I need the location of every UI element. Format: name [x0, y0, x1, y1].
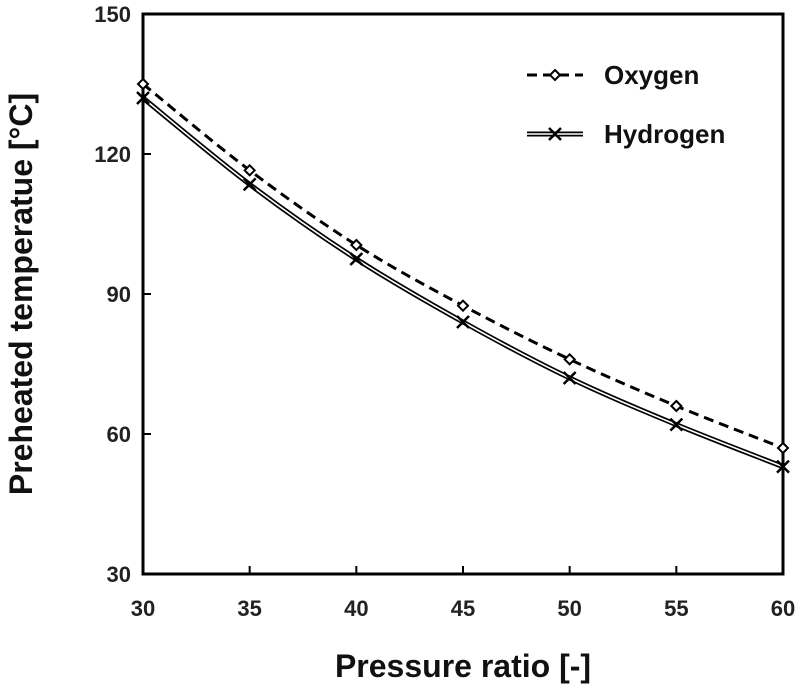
series-hydrogen-point: [456, 315, 470, 329]
y-axis-title: Preheated temperatue [°C]: [3, 93, 39, 495]
x-axis-title: Pressure ratio [-]: [335, 648, 591, 684]
plot-axes: 30 60 90 120 150 30 35 40 45 50 55 60: [94, 2, 795, 621]
series-hydrogen-point: [349, 252, 364, 266]
legend-entry-hydrogen: Hydrogen: [527, 119, 725, 149]
y-tick-label: 60: [107, 422, 131, 447]
series-hydrogen-point: [562, 371, 577, 385]
x-tick-label: 45: [451, 596, 475, 621]
x-tick-label: 55: [664, 596, 688, 621]
x-tick-label: 30: [131, 596, 155, 621]
legend: Oxygen Hydrogen: [527, 60, 725, 149]
x-tick-label: 40: [344, 596, 368, 621]
series-hydrogen-line-core: [142, 97, 784, 468]
y-tick-label: 120: [94, 142, 131, 167]
x-tick-label: 35: [237, 596, 261, 621]
series-oxygen: [136, 77, 790, 455]
series-layer: [136, 77, 790, 474]
x-tick-label: 50: [557, 596, 581, 621]
series-hydrogen-line: [141, 96, 784, 469]
plot-frame: [141, 12, 785, 576]
series-oxygen-point: [349, 238, 363, 252]
series-hydrogen-point: [242, 177, 257, 192]
legend-entry-oxygen: Oxygen: [527, 60, 699, 90]
legend-marker-oxygen: [548, 68, 562, 82]
series-hydrogen-point: [136, 91, 150, 105]
series-oxygen-point: [669, 399, 683, 413]
series-hydrogen: [136, 91, 790, 474]
series-hydrogen-point: [776, 459, 790, 474]
legend-label-oxygen: Oxygen: [604, 60, 699, 90]
x-tick-label: 60: [771, 596, 795, 621]
y-tick-label: 150: [94, 2, 131, 27]
series-oxygen-point: [563, 352, 577, 366]
series-hydrogen-point: [669, 417, 684, 432]
legend-marker-hydrogen: [548, 127, 562, 141]
series-oxygen-point: [136, 77, 150, 91]
legend-label-hydrogen: Hydrogen: [604, 119, 725, 149]
y-tick-label: 90: [107, 282, 131, 307]
y-tick-label: 30: [107, 562, 131, 587]
series-oxygen-point: [456, 299, 470, 313]
series-oxygen-point: [243, 163, 257, 177]
series-oxygen-point: [776, 441, 790, 455]
